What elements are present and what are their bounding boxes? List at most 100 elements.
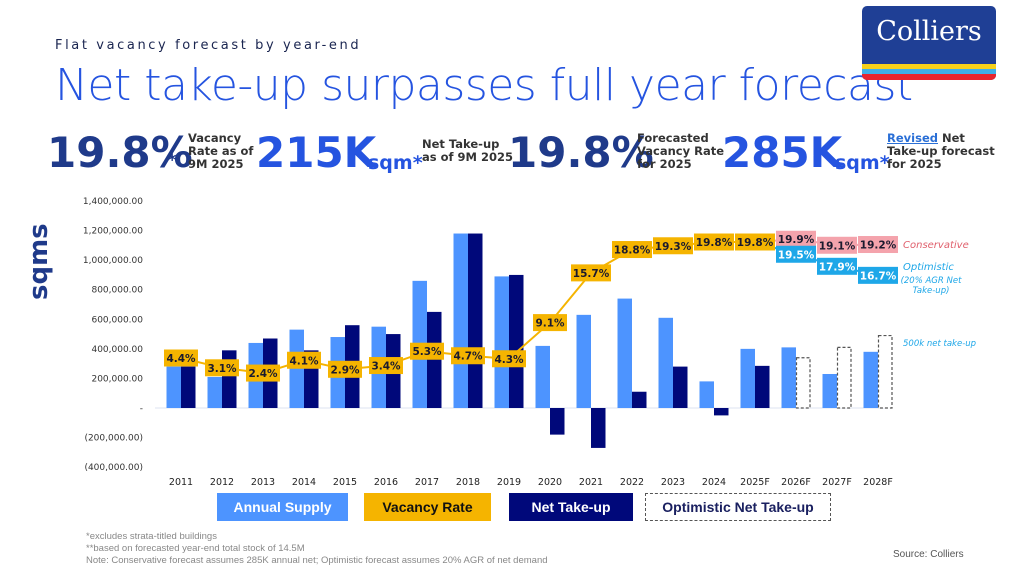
annotation-takeup-note: 500k net take-up: [903, 339, 977, 349]
vacancy-rate-label-box: [492, 350, 526, 368]
optimistic-rate-label: 19.5%: [778, 249, 815, 261]
bar-annual-supply: [658, 317, 673, 408]
kpi-vacancy-unit: *: [168, 150, 177, 169]
x-tick-label: 2019: [497, 477, 521, 485]
x-tick-label: 2014: [292, 477, 316, 485]
footnote-3: Note: Conservative forecast assumes 285K…: [86, 555, 548, 566]
bar-annual-supply: [617, 298, 632, 408]
kpi-forecast-takeup-label: Revised Net Take-up forecast for 2025: [887, 132, 995, 171]
y-tick-label: 400,000.00: [91, 345, 143, 355]
vacancy-rate-label: 19.8%: [737, 237, 774, 249]
vacancy-rate-label: 19.3%: [655, 241, 692, 253]
bar-net-takeup: [673, 366, 688, 408]
logo-text: Colliers: [876, 16, 982, 47]
kpi-forecast-takeup-label-rest: Net Take-up forecast for 2025: [887, 131, 995, 171]
conservative-rate-line: [754, 238, 879, 247]
conservative-rate-label: 19.2%: [860, 240, 897, 252]
x-tick-label: 2022: [620, 477, 644, 485]
vacancy-rate-label: 4.3%: [494, 354, 524, 366]
bar-annual-supply: [453, 233, 468, 408]
vacancy-rate-label: 15.7%: [573, 268, 610, 280]
bar-annual-supply: [822, 373, 837, 408]
legend-annual-supply: Annual Supply: [217, 493, 348, 521]
vacancy-rate-label-box: [694, 233, 734, 251]
vacancy-rate-label: 19.8%: [696, 237, 733, 249]
bar-net-takeup: [181, 366, 196, 408]
vacancy-rate-label: 4.4%: [166, 353, 196, 365]
vacancy-rate-label: 2.9%: [330, 364, 360, 376]
vacancy-rate-label: 3.1%: [207, 363, 237, 375]
x-tick-label: 2021: [579, 477, 603, 485]
kpi-takeup-unit: sqm*: [368, 152, 423, 174]
bar-net-takeup: [509, 274, 524, 408]
x-tick-label: 2020: [538, 477, 562, 485]
x-tick-label: 2023: [661, 477, 685, 485]
bar-annual-supply: [781, 347, 796, 408]
x-tick-label: 2011: [169, 477, 193, 485]
vacancy-rate-label: 4.1%: [289, 355, 319, 367]
bar-net-takeup: [468, 233, 483, 408]
vacancy-rate-label-box: [451, 347, 485, 365]
chart-subtitle: Flat vacancy forecast by year-end: [55, 38, 362, 53]
optimistic-rate-line: [754, 241, 879, 277]
bar-net-takeup: [591, 408, 606, 448]
vacancy-rate-label-box: [205, 359, 239, 377]
footnote-1: *excludes strata-titled buildings: [86, 531, 217, 542]
vacancy-rate-label: 4.7%: [453, 351, 483, 363]
y-tick-label: -: [140, 404, 143, 414]
annotation-conservative: Conservative: [903, 240, 969, 251]
page-title: Net take-up surpasses full year forecast: [55, 60, 913, 111]
bar-net-takeup: [550, 408, 565, 435]
kpi-takeup-value: 215K: [256, 128, 377, 177]
bar-annual-supply: [863, 351, 878, 408]
y-tick-label: (400,000.00): [84, 463, 143, 473]
vacancy-rate-label: 18.8%: [614, 245, 651, 257]
bar-net-takeup: [427, 311, 442, 408]
bar-annual-supply: [207, 376, 222, 408]
legend-optimistic-net-takeup: Optimistic Net Take-up: [645, 493, 831, 521]
vacancy-rate-label-box: [410, 342, 444, 360]
vacancy-rate-label-box: [164, 349, 198, 367]
bar-net-takeup: [714, 408, 729, 416]
optimistic-rate-label-box: [817, 257, 857, 275]
colliers-logo: Colliers: [862, 6, 996, 80]
conservative-rate-label: 19.1%: [819, 240, 856, 252]
y-tick-label: 800,000.00: [91, 286, 143, 296]
optimistic-rate-label-box: [858, 266, 898, 284]
vacancy-rate-label-box: [369, 357, 403, 375]
kpi-vacancy-value: 19.8%: [47, 128, 193, 177]
kpi-takeup-label: Net Take-up as of 9M 2025: [422, 137, 513, 164]
legend-vacancy-rate: Vacancy Rate: [364, 493, 491, 521]
x-tick-label: 2028F: [863, 477, 893, 485]
vacancy-rate-label-box: [735, 233, 775, 251]
annotation-optimistic: Optimistic: [903, 262, 954, 273]
x-tick-label: 2017: [415, 477, 439, 485]
conservative-rate-label: 19.9%: [778, 234, 815, 246]
y-tick-label: 200,000.00: [91, 374, 143, 384]
logo-stripe-yellow: [862, 64, 996, 69]
revised-link[interactable]: Revised: [887, 131, 938, 145]
conservative-rate-label-box: [858, 236, 898, 254]
vacancy-rate-label-box: [571, 264, 611, 282]
bar-annual-supply: [535, 345, 550, 408]
y-tick-label: (200,000.00): [84, 434, 143, 444]
x-tick-label: 2018: [456, 477, 480, 485]
bar-annual-supply: [494, 276, 509, 408]
x-tick-label: 2024: [702, 477, 726, 485]
y-tick-label: 1,000,000.00: [83, 256, 143, 266]
x-tick-label: 2027F: [822, 477, 852, 485]
bar-optimistic-net-takeup: [836, 346, 852, 409]
y-tick-label: 1,200,000.00: [83, 227, 143, 237]
vacancy-rate-label-box: [653, 237, 693, 255]
bar-annual-supply: [699, 381, 714, 408]
x-tick-label: 2025F: [740, 477, 770, 485]
source-note: Source: Colliers: [893, 549, 964, 560]
vacancy-rate-label-box: [533, 314, 567, 332]
vacancy-rate-label-box: [246, 364, 280, 382]
logo-stripe-red: [862, 74, 996, 80]
bar-annual-supply: [289, 329, 304, 408]
x-tick-label: 2015: [333, 477, 357, 485]
x-tick-label: 2026F: [781, 477, 811, 485]
bar-net-takeup: [755, 365, 770, 408]
bar-optimistic-net-takeup: [795, 357, 811, 409]
